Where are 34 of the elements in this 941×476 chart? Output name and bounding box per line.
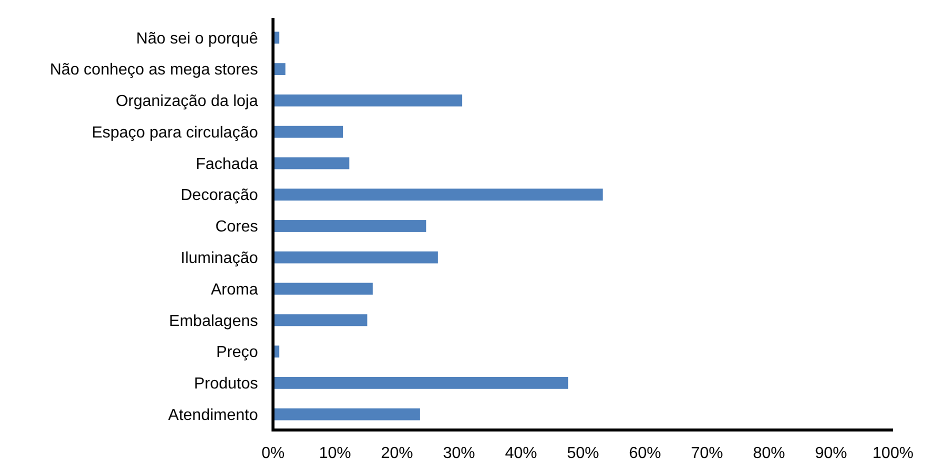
bar	[273, 220, 426, 232]
bar	[273, 126, 344, 138]
y-tick-label: Preço	[216, 344, 258, 362]
x-tick-label: 40%	[504, 445, 538, 462]
bar	[273, 282, 373, 295]
x-tick-label: 10%	[318, 445, 352, 462]
y-tick-label: Produtos	[194, 376, 258, 393]
bar	[273, 251, 438, 264]
x-tick-label: 50%	[566, 445, 600, 462]
x-tick-label: 0%	[261, 445, 285, 462]
y-tick-label: Decoração	[180, 187, 258, 204]
y-tick-label: Iluminação	[180, 250, 258, 267]
bar	[273, 376, 568, 389]
x-tick-label: 60%	[628, 445, 662, 462]
x-tick-label: 30%	[442, 445, 476, 462]
y-tick-label: Espaço para circulação	[92, 124, 258, 142]
y-tick-label: Organização da loja	[116, 93, 258, 110]
y-tick-label: Não conheço as mega stores	[50, 62, 258, 79]
bar	[273, 314, 368, 326]
x-tick-label: 70%	[690, 445, 724, 462]
bar	[273, 157, 350, 170]
bar	[273, 94, 462, 106]
x-tick-label: 80%	[752, 445, 786, 462]
y-tick-label: Atendimento	[168, 406, 258, 424]
bar	[273, 188, 603, 201]
x-tick-label: 20%	[380, 445, 414, 462]
y-tick-label: Não sei o porquê	[136, 30, 258, 48]
x-tick-label: 90%	[814, 445, 848, 462]
y-tick-label: Embalagens	[169, 312, 258, 330]
bar	[273, 408, 420, 420]
y-tick-label: Aroma	[210, 281, 258, 298]
y-tick-label: Fachada	[196, 156, 258, 173]
y-tick-label: Cores	[215, 218, 258, 236]
x-tick-label: 100%	[872, 445, 914, 462]
